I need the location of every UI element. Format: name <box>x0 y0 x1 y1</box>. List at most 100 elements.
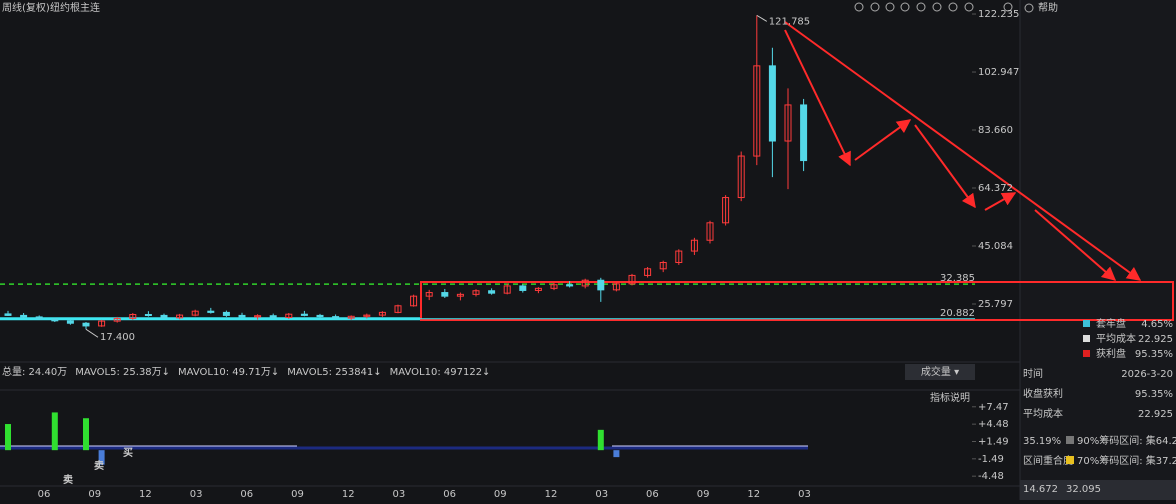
y-tick-label: 122.235 <box>978 9 1019 20</box>
candle-body <box>519 285 527 291</box>
indicator-bar <box>98 450 105 465</box>
candle-body <box>4 313 12 316</box>
min-pointer <box>85 328 99 338</box>
candle-body <box>363 314 371 317</box>
volume-stat: MAVOL5: 25.38万↓ <box>75 367 170 378</box>
candle-body <box>597 279 605 291</box>
indicator-help[interactable]: 指标说明 <box>930 391 970 404</box>
x-tick-label: 06 <box>240 489 253 500</box>
candle-body <box>581 279 589 287</box>
concentration: 35.19% <box>1023 436 1061 447</box>
x-tick-label: 03 <box>595 489 608 500</box>
candle-body <box>51 318 59 322</box>
y-tick-label: 64.372 <box>978 183 1013 194</box>
candle-body <box>35 316 43 320</box>
candle-body <box>784 104 792 142</box>
volume-stat: MAVOL5: 253841↓ <box>287 367 381 378</box>
candle-body <box>690 239 698 252</box>
candle-body <box>628 274 636 285</box>
candle-body <box>332 316 340 319</box>
x-tick-label: 09 <box>291 489 304 500</box>
arrows <box>784 21 1142 281</box>
candle-body <box>300 313 308 316</box>
candle-body <box>425 292 433 297</box>
legend-value: 22.925 <box>1138 334 1173 345</box>
period[interactable]: 周线(复权) <box>2 1 50 14</box>
indicator-bar <box>613 450 620 458</box>
y-tick-label: 102.947 <box>978 67 1019 78</box>
candle-body <box>612 283 620 291</box>
volume-stat: MAVOL10: 49.71万↓ <box>178 367 279 378</box>
x-tick-label: 06 <box>646 489 659 500</box>
y-tick-label: -4.48 <box>978 471 1004 482</box>
candle-body <box>66 320 74 324</box>
candle-body <box>82 322 90 327</box>
candle-body <box>394 305 402 313</box>
candle-body <box>800 104 808 162</box>
volume-selector[interactable] <box>905 364 975 380</box>
candle-body <box>534 287 542 291</box>
overlap: 区间重合度 <box>1023 454 1073 467</box>
symbol[interactable]: 纽约根主连 <box>50 1 100 14</box>
legend-value: 95.35% <box>1135 349 1173 360</box>
candle-body <box>503 285 511 294</box>
y-tick-label: 45.084 <box>978 241 1013 252</box>
help[interactable]: 帮助 <box>1038 1 1058 14</box>
y-tick-label: -1.49 <box>978 454 1004 465</box>
y-tick-label: +4.48 <box>978 419 1009 430</box>
y-tick-label: 25.797 <box>978 299 1013 310</box>
indicator-bar <box>5 424 11 451</box>
candle-body <box>706 222 714 241</box>
legend-swatch <box>1083 320 1090 327</box>
candle-body <box>285 313 293 319</box>
candle-body <box>441 292 449 297</box>
candle-body <box>456 293 464 297</box>
candle-body <box>722 197 730 224</box>
candle-body <box>566 284 574 287</box>
x-tick-label: 12 <box>545 489 558 500</box>
candle-body <box>347 315 355 319</box>
candle-body <box>191 310 199 316</box>
x-tick-label: 09 <box>697 489 710 500</box>
candle-body <box>472 290 480 295</box>
band-swatch <box>1066 436 1074 444</box>
level-label: 32.385 <box>940 273 975 284</box>
candle-body <box>753 65 761 157</box>
candle-body <box>254 315 262 318</box>
legend-name: 获利盘 <box>1096 347 1126 360</box>
x-tick-label: 03 <box>393 489 406 500</box>
legend-value: 4.65% <box>1141 319 1173 330</box>
signal: 买 <box>123 447 133 459</box>
signal: 卖 <box>63 473 73 486</box>
candle-body <box>160 314 168 319</box>
legend-swatch <box>1083 335 1090 342</box>
info-value: 95.35% <box>1135 389 1173 400</box>
signal: 卖 <box>94 459 104 472</box>
volume-selector-label[interactable]: 成交量 ▾ <box>921 365 959 378</box>
candle-body <box>113 317 121 322</box>
candle-body <box>378 311 386 316</box>
max-label: 121.785 <box>769 16 810 27</box>
candle-body <box>207 310 215 313</box>
candle-body <box>550 284 558 289</box>
x-tick-label: 09 <box>88 489 101 500</box>
x-tick-label: 12 <box>342 489 355 500</box>
y-tick-label: +1.49 <box>978 437 1009 448</box>
candle-body <box>768 65 776 142</box>
legend-name: 套牢盘 <box>1096 317 1126 330</box>
band-swatch <box>1066 456 1074 464</box>
band90: 90%筹码区间: 集64.29% <box>1077 434 1176 447</box>
candle-body <box>659 261 667 270</box>
candle-body <box>488 290 496 294</box>
volume-stat: MAVOL10: 497122↓ <box>390 367 491 378</box>
candle-body <box>20 314 28 318</box>
indicator-bar <box>51 412 58 451</box>
indicator-bar <box>597 429 604 451</box>
indicator-bar <box>83 418 89 451</box>
candle-body <box>238 314 246 318</box>
candle-body <box>410 295 418 307</box>
range-low: 14.672 <box>1023 484 1058 495</box>
toolbar[interactable] <box>854 2 1034 13</box>
x-tick-label: 12 <box>747 489 760 500</box>
